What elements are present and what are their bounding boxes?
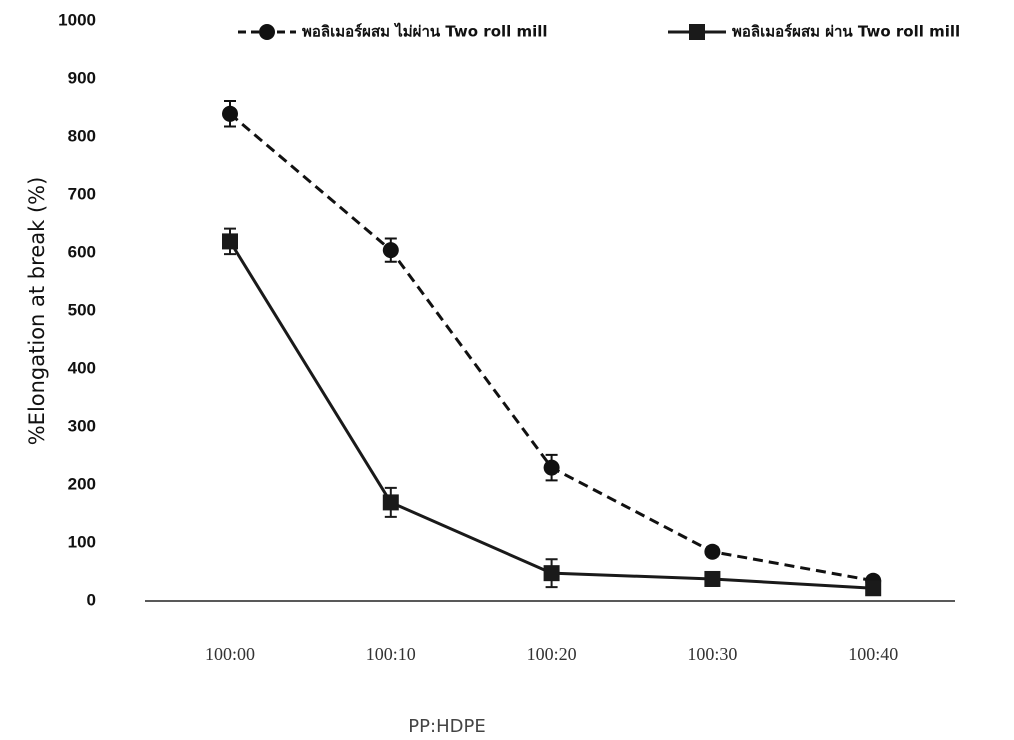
data-point xyxy=(704,570,721,587)
legend-label: พอลิเมอร์ผสม ไม่ผ่าน Two roll mill xyxy=(302,22,548,41)
y-tick-label: 900 xyxy=(68,68,96,87)
data-point xyxy=(222,105,238,122)
x-tick-label: 100:40 xyxy=(848,644,898,664)
x-axis-label: PP:HDPE xyxy=(408,716,485,737)
legend-marker xyxy=(259,24,275,40)
data-point xyxy=(543,565,560,582)
y-tick-label: 200 xyxy=(68,474,96,493)
y-axis-label: %Elongation at break (%) xyxy=(25,177,49,446)
data-point xyxy=(382,494,399,511)
y-tick-label: 300 xyxy=(68,416,96,435)
y-tick-label: 700 xyxy=(68,184,96,203)
x-tick-label: 100:00 xyxy=(205,644,255,664)
y-tick-label: 1000 xyxy=(58,10,96,29)
y-tick-label: 600 xyxy=(68,242,96,261)
data-point xyxy=(704,543,721,560)
y-tick-label: 0 xyxy=(87,590,96,609)
data-point xyxy=(222,233,238,250)
x-tick-label: 100:10 xyxy=(366,644,416,664)
data-point xyxy=(382,242,399,259)
series-line xyxy=(228,240,874,590)
y-tick-label: 400 xyxy=(68,358,96,377)
x-tick-label: 100:30 xyxy=(687,644,737,664)
y-tick-label: 100 xyxy=(68,532,96,551)
legend-marker xyxy=(689,24,705,40)
y-tick-label: 800 xyxy=(68,126,96,145)
data-point xyxy=(865,580,882,597)
series-line xyxy=(229,112,874,583)
x-tick-label: 100:20 xyxy=(527,644,577,664)
y-tick-label: 500 xyxy=(68,300,96,319)
data-point xyxy=(543,459,560,476)
legend-label: พอลิเมอร์ผสม ผ่าน Two roll mill xyxy=(732,23,960,41)
